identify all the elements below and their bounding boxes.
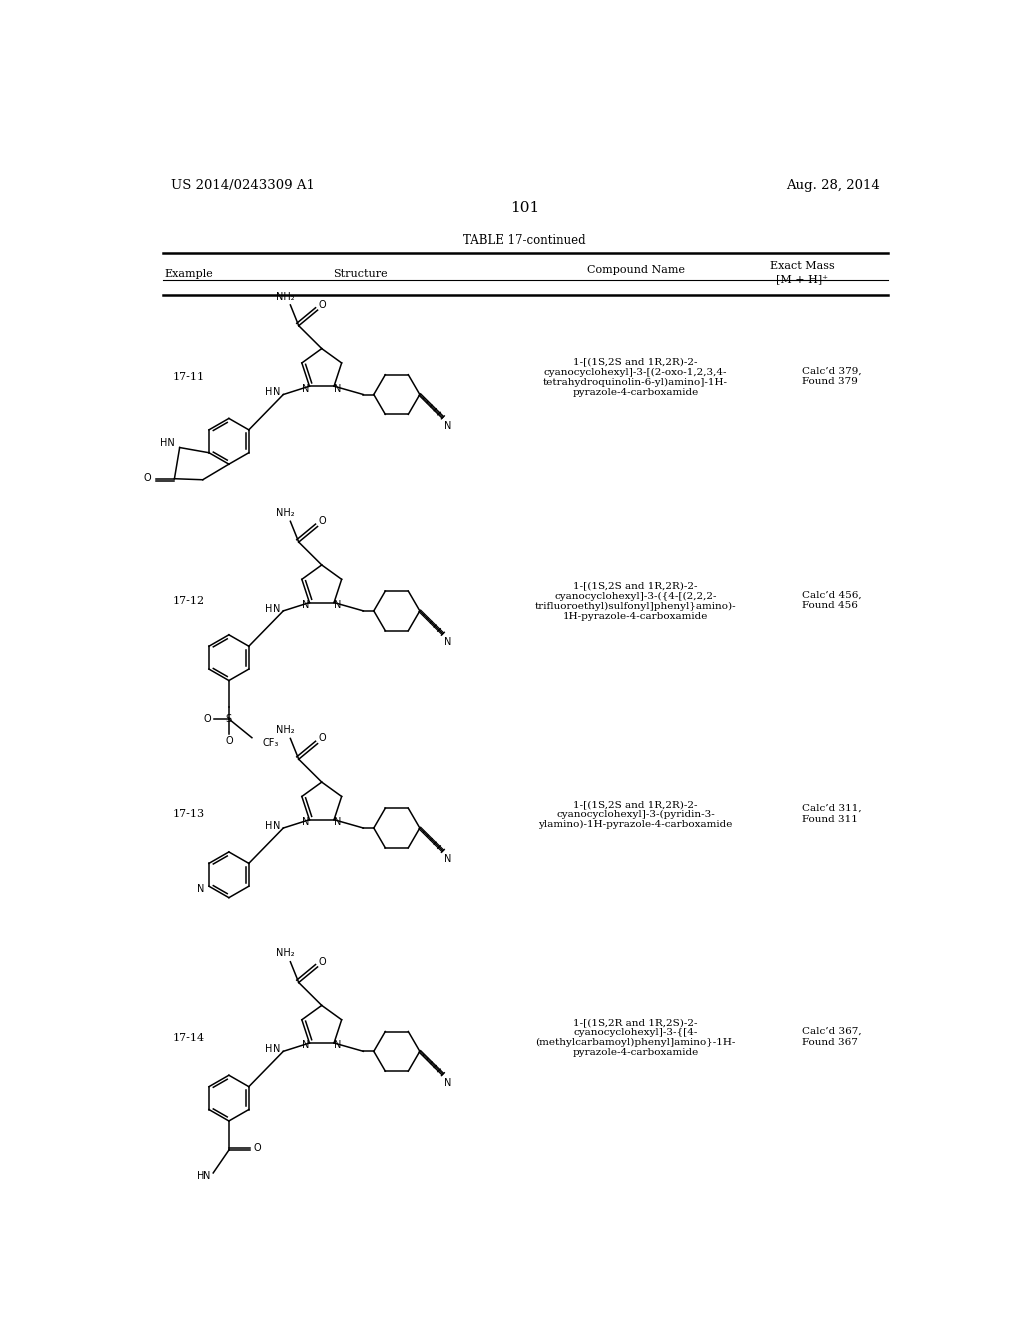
Text: O: O: [319, 957, 327, 966]
Text: Calc’d 311,: Calc’d 311,: [802, 804, 862, 813]
Text: Calc’d 456,: Calc’d 456,: [802, 590, 862, 599]
Text: 101: 101: [510, 202, 540, 215]
Text: tetrahydroquinolin-6-yl)amino]-1H-: tetrahydroquinolin-6-yl)amino]-1H-: [543, 378, 728, 387]
Text: N: N: [272, 1044, 281, 1055]
Text: [M + H]⁺: [M + H]⁺: [776, 275, 828, 284]
Text: H: H: [198, 1171, 205, 1181]
Text: 17-11: 17-11: [172, 372, 205, 381]
Text: Found 311: Found 311: [802, 814, 858, 824]
Text: Found 367: Found 367: [802, 1038, 858, 1047]
Text: cyanocyclohexyl]-3-(pyridin-3-: cyanocyclohexyl]-3-(pyridin-3-: [556, 810, 715, 818]
Text: Exact Mass: Exact Mass: [770, 261, 835, 271]
Text: cyanocyclohexyl]-3-({4-[(2,2,2-: cyanocyclohexyl]-3-({4-[(2,2,2-: [554, 591, 717, 601]
Text: 1H-pyrazole-4-carboxamide: 1H-pyrazole-4-carboxamide: [563, 611, 709, 620]
Text: N: N: [444, 638, 452, 647]
Text: Example: Example: [164, 269, 213, 279]
Text: 17-12: 17-12: [172, 597, 205, 606]
Text: O: O: [203, 714, 211, 723]
Text: (methylcarbamoyl)phenyl]amino}-1H-: (methylcarbamoyl)phenyl]amino}-1H-: [536, 1039, 736, 1047]
Text: 17-13: 17-13: [172, 809, 205, 820]
Text: 17-14: 17-14: [172, 1032, 205, 1043]
Text: O: O: [319, 300, 327, 310]
Text: trifluoroethyl)sulfonyl]phenyl}amino)-: trifluoroethyl)sulfonyl]phenyl}amino)-: [535, 602, 736, 611]
Text: pyrazole-4-carboxamide: pyrazole-4-carboxamide: [572, 1048, 698, 1057]
Text: NH₂: NH₂: [275, 292, 295, 301]
Text: Found 456: Found 456: [802, 602, 858, 610]
Text: H: H: [265, 1044, 272, 1055]
Text: N: N: [302, 817, 309, 828]
Text: N: N: [302, 384, 309, 393]
Text: 1-[(1S,2S and 1R,2R)-2-: 1-[(1S,2S and 1R,2R)-2-: [573, 800, 698, 809]
Text: Compound Name: Compound Name: [587, 265, 685, 275]
Text: N: N: [272, 388, 281, 397]
Text: H: H: [265, 388, 272, 397]
Text: N: N: [302, 599, 309, 610]
Text: O: O: [253, 1143, 261, 1152]
Text: Found 379: Found 379: [802, 378, 858, 387]
Text: H: H: [265, 603, 272, 614]
Text: N: N: [334, 599, 342, 610]
Text: O: O: [225, 735, 232, 746]
Text: cyanocyclohexyl]-3-{[4-: cyanocyclohexyl]-3-{[4-: [573, 1028, 697, 1038]
Text: Aug. 28, 2014: Aug. 28, 2014: [786, 178, 880, 191]
Text: Calc’d 367,: Calc’d 367,: [802, 1027, 862, 1036]
Text: N: N: [444, 854, 452, 865]
Text: US 2014/0243309 A1: US 2014/0243309 A1: [171, 178, 314, 191]
Text: 1-[(1S,2R and 1R,2S)-2-: 1-[(1S,2R and 1R,2S)-2-: [573, 1018, 698, 1027]
Text: 1-[(1S,2S and 1R,2R)-2-: 1-[(1S,2S and 1R,2R)-2-: [573, 358, 698, 367]
Text: N: N: [197, 884, 204, 895]
Text: N: N: [203, 1171, 210, 1181]
Text: 1-[(1S,2S and 1R,2R)-2-: 1-[(1S,2S and 1R,2R)-2-: [573, 582, 698, 590]
Text: NH₂: NH₂: [275, 949, 295, 958]
Text: N: N: [334, 1040, 342, 1051]
Text: N: N: [272, 821, 281, 832]
Text: NH₂: NH₂: [275, 508, 295, 517]
Text: O: O: [143, 473, 151, 483]
Text: N: N: [444, 1077, 452, 1088]
Text: N: N: [334, 384, 342, 393]
Text: N: N: [272, 603, 281, 614]
Text: S: S: [226, 714, 232, 723]
Text: ylamino)-1H-pyrazole-4-carboxamide: ylamino)-1H-pyrazole-4-carboxamide: [539, 820, 733, 829]
Text: N: N: [444, 421, 452, 430]
Text: H: H: [265, 821, 272, 832]
Text: HN: HN: [160, 438, 174, 449]
Text: Calc’d 379,: Calc’d 379,: [802, 367, 862, 375]
Text: O: O: [319, 734, 327, 743]
Text: NH₂: NH₂: [275, 725, 295, 735]
Text: pyrazole-4-carboxamide: pyrazole-4-carboxamide: [572, 388, 698, 396]
Text: N: N: [302, 1040, 309, 1051]
Text: N: N: [334, 817, 342, 828]
Text: TABLE 17-continued: TABLE 17-continued: [464, 234, 586, 247]
Text: CF₃: CF₃: [262, 738, 279, 748]
Text: cyanocyclohexyl]-3-[(2-oxo-1,2,3,4-: cyanocyclohexyl]-3-[(2-oxo-1,2,3,4-: [544, 367, 727, 376]
Text: O: O: [319, 516, 327, 527]
Text: Structure: Structure: [333, 269, 388, 279]
